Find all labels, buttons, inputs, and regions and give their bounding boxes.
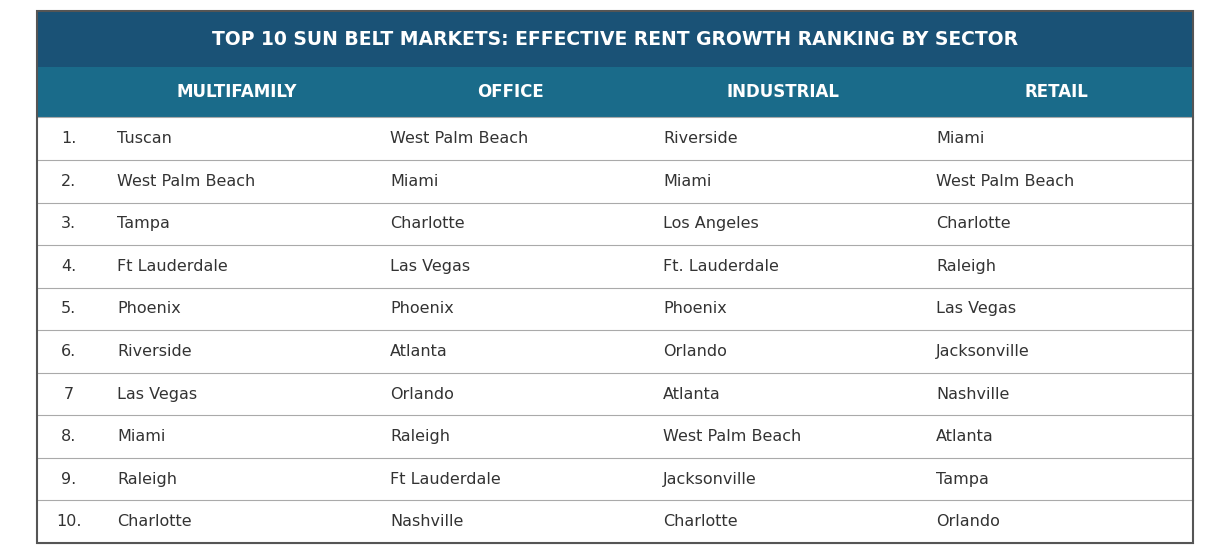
Text: Charlotte: Charlotte	[390, 216, 465, 232]
Text: Miami: Miami	[936, 131, 985, 146]
Bar	[37, 373, 1193, 416]
Text: 8.: 8.	[62, 429, 76, 444]
Text: 6.: 6.	[62, 344, 76, 359]
Bar	[37, 416, 1193, 458]
Text: Orlando: Orlando	[390, 387, 454, 402]
Text: Nashville: Nashville	[936, 387, 1010, 402]
Text: Miami: Miami	[117, 429, 165, 444]
Bar	[37, 117, 1193, 160]
Text: Atlanta: Atlanta	[936, 429, 994, 444]
Text: Tampa: Tampa	[936, 471, 989, 486]
Text: Tampa: Tampa	[117, 216, 170, 232]
Text: Las Vegas: Las Vegas	[390, 259, 470, 274]
Text: 7: 7	[64, 387, 74, 402]
Text: 9.: 9.	[62, 471, 76, 486]
Text: Jacksonville: Jacksonville	[663, 471, 756, 486]
Bar	[37, 458, 1193, 500]
Text: Ft Lauderdale: Ft Lauderdale	[390, 471, 501, 486]
Text: West Palm Beach: West Palm Beach	[936, 174, 1075, 189]
Text: Ft. Lauderdale: Ft. Lauderdale	[663, 259, 779, 274]
Bar	[37, 203, 1193, 245]
Text: 1.: 1.	[62, 131, 76, 146]
Text: Riverside: Riverside	[117, 344, 192, 359]
Text: Charlotte: Charlotte	[117, 514, 192, 529]
Text: 5.: 5.	[62, 301, 76, 316]
Text: West Palm Beach: West Palm Beach	[663, 429, 802, 444]
Text: 2.: 2.	[62, 174, 76, 189]
Text: Miami: Miami	[663, 174, 712, 189]
Text: RETAIL: RETAIL	[1025, 83, 1089, 101]
Bar	[37, 160, 1193, 203]
Text: MULTIFAMILY: MULTIFAMILY	[177, 83, 298, 101]
Text: Orlando: Orlando	[663, 344, 727, 359]
Text: 4.: 4.	[62, 259, 76, 274]
Text: Atlanta: Atlanta	[390, 344, 448, 359]
Text: Phoenix: Phoenix	[117, 301, 181, 316]
Text: Miami: Miami	[390, 174, 438, 189]
Text: Los Angeles: Los Angeles	[663, 216, 759, 232]
Text: Tuscan: Tuscan	[117, 131, 172, 146]
Text: Charlotte: Charlotte	[663, 514, 738, 529]
Bar	[37, 330, 1193, 373]
Text: Raleigh: Raleigh	[390, 429, 450, 444]
Text: 10.: 10.	[55, 514, 81, 529]
Text: INDUSTRIAL: INDUSTRIAL	[727, 83, 840, 101]
Text: Phoenix: Phoenix	[663, 301, 727, 316]
Text: Las Vegas: Las Vegas	[117, 387, 197, 402]
Text: Phoenix: Phoenix	[390, 301, 454, 316]
Text: TOP 10 SUN BELT MARKETS: EFFECTIVE RENT GROWTH RANKING BY SECTOR: TOP 10 SUN BELT MARKETS: EFFECTIVE RENT …	[212, 29, 1018, 49]
Text: Orlando: Orlando	[936, 514, 1000, 529]
Text: Nashville: Nashville	[390, 514, 464, 529]
Text: Charlotte: Charlotte	[936, 216, 1011, 232]
Text: Atlanta: Atlanta	[663, 387, 721, 402]
Text: Jacksonville: Jacksonville	[936, 344, 1030, 359]
Text: Las Vegas: Las Vegas	[936, 301, 1016, 316]
Bar	[37, 288, 1193, 330]
Text: West Palm Beach: West Palm Beach	[117, 174, 255, 189]
Bar	[37, 67, 1193, 117]
Bar	[37, 11, 1193, 67]
Text: West Palm Beach: West Palm Beach	[390, 131, 528, 146]
Text: Raleigh: Raleigh	[117, 471, 177, 486]
Text: OFFICE: OFFICE	[477, 83, 544, 101]
Text: 3.: 3.	[62, 216, 76, 232]
Bar	[37, 500, 1193, 543]
Text: Raleigh: Raleigh	[936, 259, 996, 274]
Text: Riverside: Riverside	[663, 131, 738, 146]
Text: Ft Lauderdale: Ft Lauderdale	[117, 259, 228, 274]
Bar	[37, 245, 1193, 288]
